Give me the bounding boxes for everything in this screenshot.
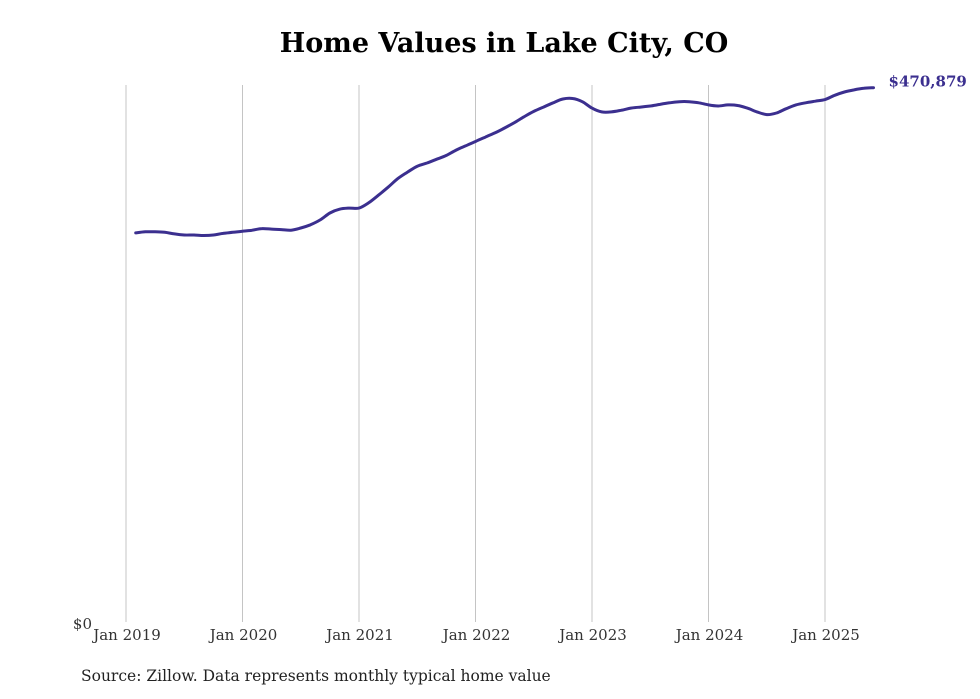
y-axis-ticks: $0 [73,615,92,633]
x-tick-label: Jan 2023 [557,626,627,644]
x-tick-label: Jan 2019 [91,626,161,644]
x-tick-label: Jan 2021 [324,626,394,644]
chart-title: Home Values in Lake City, CO [279,28,729,59]
x-tick-label: Jan 2025 [790,626,860,644]
gridlines [125,85,826,622]
series-line [134,86,875,237]
end-value-label: $470,879 [889,73,967,91]
y-tick-label: $0 [73,615,92,633]
line-chart: Jan 2019 Jan 2020 Jan 2021 Jan 2022 Jan 2023… [73,73,967,644]
source-note: Source: Zillow. Data represents monthly … [81,667,551,685]
x-tick-label: Jan 2024 [674,626,744,644]
x-tick-label: Jan 2020 [208,626,278,644]
series-layer: $470,879 [134,73,967,237]
x-axis-ticks: Jan 2019 Jan 2020 Jan 2021 Jan 2022 Jan 2023… [91,626,860,644]
x-tick-label: Jan 2022 [441,626,511,644]
